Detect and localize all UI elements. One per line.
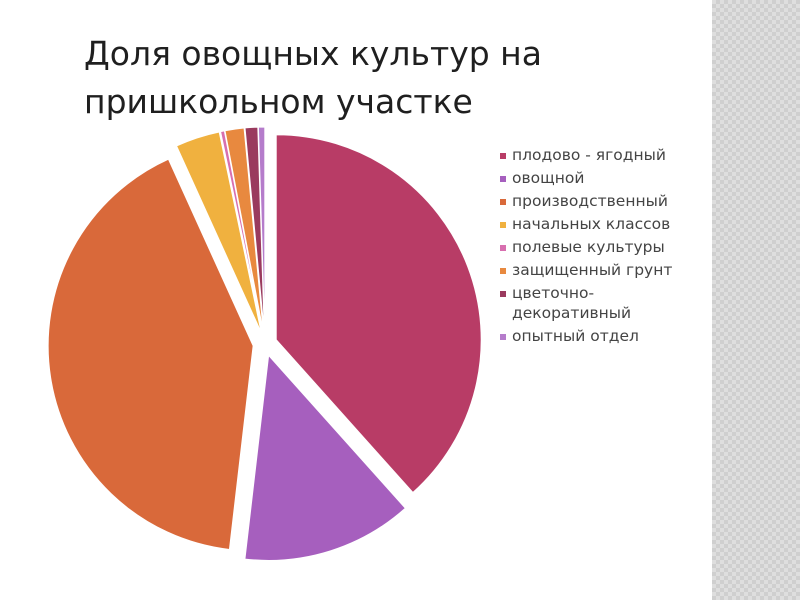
pie-slice-6 <box>244 126 265 333</box>
legend-swatch <box>500 199 506 205</box>
legend-item: овощной <box>500 168 700 188</box>
legend-label: овощной <box>512 169 585 187</box>
pie-slice-1 <box>244 354 407 561</box>
pie-slice-5 <box>224 127 264 333</box>
legend-label: защищенный грунт <box>512 261 673 279</box>
pie-slice-4 <box>219 130 264 333</box>
pie-chart <box>47 126 482 561</box>
legend-swatch <box>500 334 506 340</box>
legend-swatch <box>500 245 506 251</box>
legend-label: плодово - ягодный <box>512 146 666 164</box>
legend-label: цветочно- декоративный <box>512 284 632 322</box>
decorative-side-strip <box>712 0 800 600</box>
legend-item: начальных классов <box>500 214 700 234</box>
pie-slice-2 <box>47 158 254 551</box>
legend-swatch <box>500 153 506 159</box>
legend-label: опытный отдел <box>512 327 639 345</box>
legend-swatch <box>500 291 506 297</box>
legend-item: опытный отдел <box>500 326 700 346</box>
legend-item: плодово - ягодный <box>500 145 700 165</box>
legend-label: производственный <box>512 192 668 210</box>
legend-swatch <box>500 176 506 182</box>
legend-label: начальных классов <box>512 215 671 233</box>
pie-slice-3 <box>175 131 262 333</box>
legend-label: полевые культуры <box>512 238 665 256</box>
legend-swatch <box>500 268 506 274</box>
chart-legend: плодово - ягодный овощной производственный… <box>500 145 700 349</box>
legend-item: цветочно- декоративный <box>500 283 700 323</box>
pie-slice-0 <box>275 134 482 494</box>
page-title: Доля овощных культур на пришкольном учас… <box>84 34 542 121</box>
pie-slice-7 <box>257 126 266 333</box>
legend-item: защищенный грунт <box>500 260 700 280</box>
legend-item: производственный <box>500 191 700 211</box>
slide: Доля овощных культур на пришкольном учас… <box>47 34 700 561</box>
legend-item: полевые культуры <box>500 237 700 257</box>
legend-swatch <box>500 222 506 228</box>
